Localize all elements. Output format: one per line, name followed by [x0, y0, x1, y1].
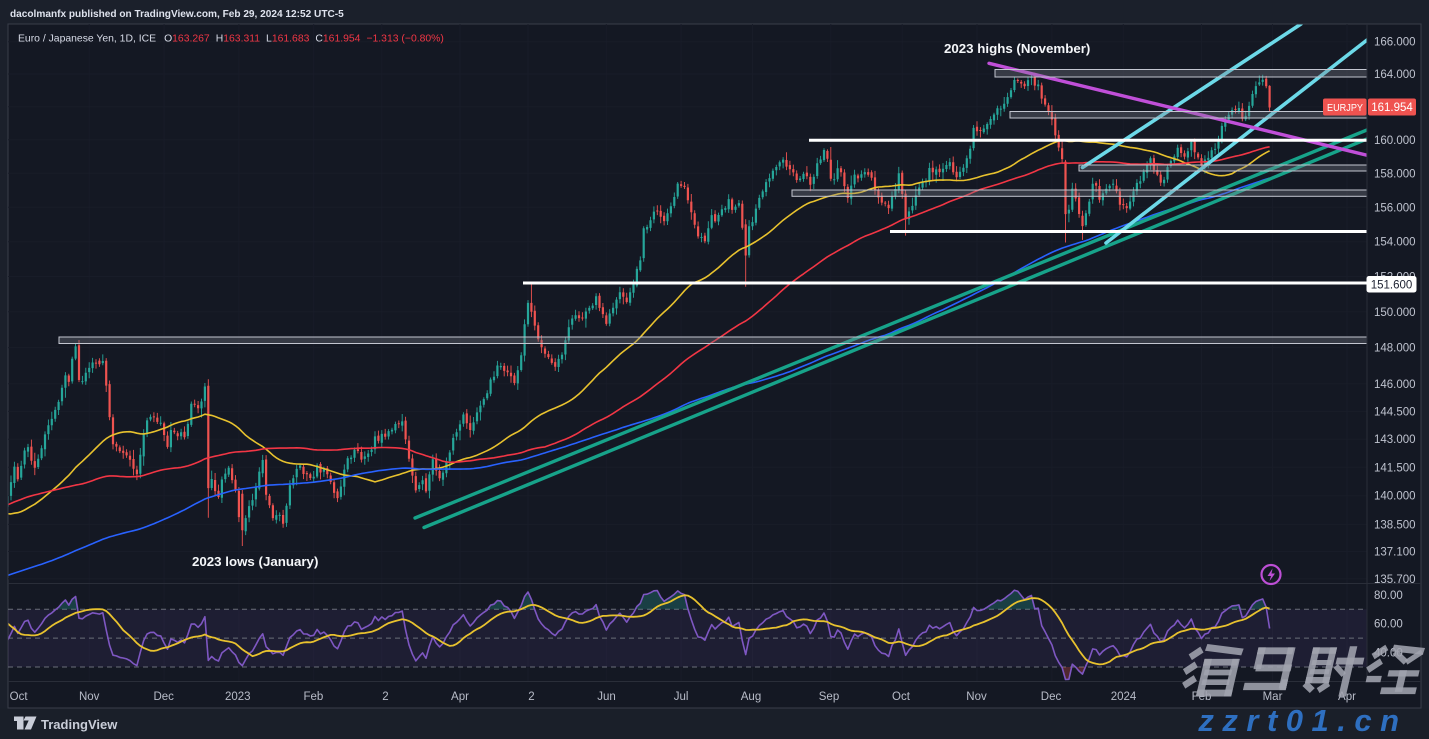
svg-text:2: 2 [528, 691, 534, 703]
svg-text:164.000: 164.000 [1374, 69, 1416, 81]
svg-text:Jun: Jun [597, 691, 616, 703]
svg-text:166.000: 166.000 [1374, 37, 1416, 49]
svg-text:150.000: 150.000 [1374, 307, 1416, 319]
svg-text:158.000: 158.000 [1374, 168, 1416, 180]
svg-text:TradingView: TradingView [41, 717, 118, 732]
svg-text:Aug: Aug [741, 691, 761, 703]
svg-text:Dec: Dec [1041, 691, 1062, 703]
svg-text:Sep: Sep [819, 691, 839, 703]
svg-text:137.100: 137.100 [1374, 547, 1416, 559]
svg-text:Nov: Nov [966, 691, 987, 703]
svg-text:Jul: Jul [674, 691, 689, 703]
svg-text:Apr: Apr [451, 691, 469, 703]
svg-text:135.700: 135.700 [1374, 574, 1416, 586]
svg-text:151.600: 151.600 [1371, 280, 1413, 292]
svg-text:2023 highs (November): 2023 highs (November) [944, 41, 1090, 56]
svg-text:138.500: 138.500 [1374, 519, 1416, 531]
svg-text:148.000: 148.000 [1374, 343, 1416, 355]
svg-text:Mar: Mar [1263, 691, 1283, 703]
svg-text:2024: 2024 [1111, 691, 1137, 703]
svg-text:140.000: 140.000 [1374, 491, 1416, 503]
svg-text:2: 2 [382, 691, 388, 703]
svg-text:80.00: 80.00 [1374, 590, 1403, 602]
svg-text:141.500: 141.500 [1374, 462, 1416, 474]
svg-text:EURJPY: EURJPY [1327, 103, 1363, 114]
svg-text:Dec: Dec [153, 691, 174, 703]
svg-text:zzrt01.cn: zzrt01.cn [1197, 703, 1407, 738]
svg-text:Oct: Oct [892, 691, 911, 703]
svg-text:2023: 2023 [225, 691, 251, 703]
svg-text:2023 lows (January): 2023 lows (January) [192, 554, 318, 569]
svg-text:146.000: 146.000 [1374, 379, 1416, 391]
svg-text:Oct: Oct [10, 691, 29, 703]
svg-text:60.00: 60.00 [1374, 619, 1403, 631]
svg-text:160.000: 160.000 [1374, 135, 1416, 147]
svg-text:Nov: Nov [79, 691, 100, 703]
svg-text:154.000: 154.000 [1374, 237, 1416, 249]
svg-text:144.500: 144.500 [1374, 406, 1416, 418]
svg-text:Feb: Feb [303, 691, 323, 703]
svg-text:dacolmanfx published on Tradin: dacolmanfx published on TradingView.com,… [10, 9, 344, 20]
svg-text:143.000: 143.000 [1374, 434, 1416, 446]
svg-text:161.954: 161.954 [1371, 102, 1413, 114]
svg-text:156.000: 156.000 [1374, 202, 1416, 214]
